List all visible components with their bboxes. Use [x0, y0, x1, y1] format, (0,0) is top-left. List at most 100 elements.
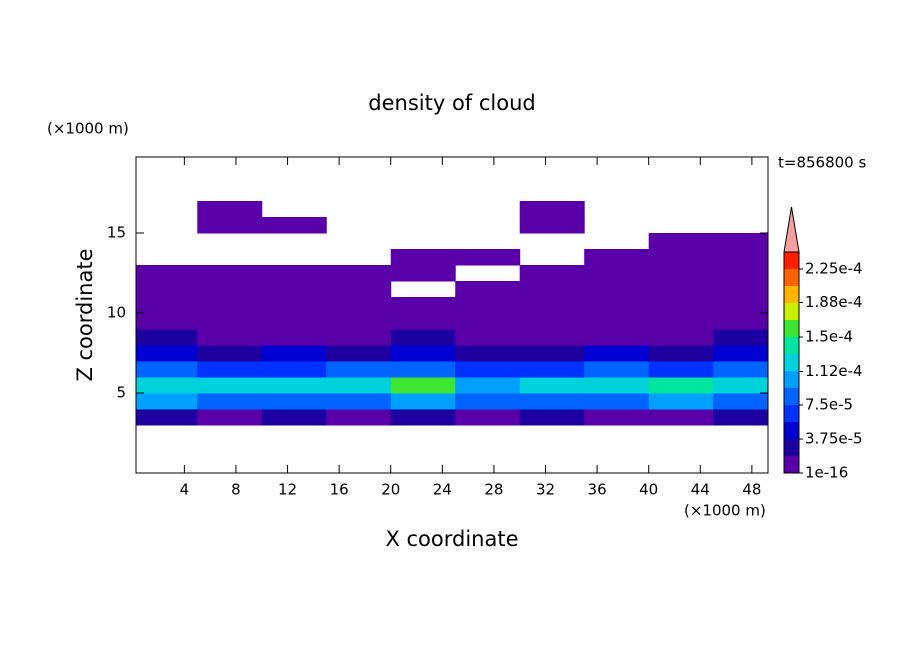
contour-cell — [713, 297, 768, 314]
contour-cell — [390, 249, 456, 266]
colorbar-tick-label: 7.5e-5 — [805, 396, 853, 414]
contour-cell — [390, 345, 456, 362]
contour-cell — [326, 281, 392, 298]
contour-cell — [584, 409, 650, 426]
contour-cell — [136, 345, 198, 362]
x-tick-label: 8 — [231, 481, 241, 499]
contour-cell — [584, 297, 650, 314]
contour-cell — [326, 409, 392, 426]
contour-cell — [648, 249, 714, 266]
contour-cell — [136, 393, 198, 410]
contour-cell — [519, 361, 585, 378]
contour-cell — [261, 377, 327, 394]
contour-cell — [197, 361, 263, 378]
contour-cell — [326, 265, 392, 282]
contour-cell — [713, 393, 768, 410]
x-tick-label: 36 — [588, 481, 607, 499]
contour-cell — [261, 265, 327, 282]
contour-cell — [326, 313, 392, 330]
contour-cell — [261, 313, 327, 330]
contour-cell — [584, 329, 650, 346]
contour-cell — [136, 265, 198, 282]
colorbar-band — [784, 371, 799, 388]
colorbar-band — [784, 388, 799, 405]
contour-cell — [197, 377, 263, 394]
x-tick-label: 12 — [278, 481, 297, 499]
contour-cell — [648, 265, 714, 282]
colorbar-frame — [783, 251, 800, 474]
contour-cell — [648, 345, 714, 362]
contour-cell — [261, 297, 327, 314]
contour-cell — [197, 297, 263, 314]
contour-cell — [390, 329, 456, 346]
contour-cell — [326, 345, 392, 362]
contour-cell — [713, 265, 768, 282]
contour-cell — [261, 393, 327, 410]
contour-cell — [519, 281, 585, 298]
contour-cell — [713, 233, 768, 250]
contour-cell — [584, 361, 650, 378]
colorbar-band — [784, 269, 799, 286]
contour-cell — [713, 313, 768, 330]
contour-cell — [136, 409, 198, 426]
contour-cell — [519, 329, 585, 346]
colorbar-band — [784, 456, 799, 473]
colorbar-extend — [783, 206, 800, 253]
contour-cell — [261, 217, 327, 234]
contour-cell — [261, 409, 327, 426]
contour-cell — [455, 393, 521, 410]
contour-cell — [326, 361, 392, 378]
contour-cell — [584, 265, 650, 282]
colorbar-tick-label: 1e-16 — [805, 464, 848, 482]
colorbar-tick-label: 3.75e-5 — [805, 430, 863, 448]
contour-cell — [197, 409, 263, 426]
contour-cell — [197, 313, 263, 330]
contour-cell — [326, 393, 392, 410]
contour-cell — [261, 345, 327, 362]
contour-cell — [455, 345, 521, 362]
contour-cell — [519, 409, 585, 426]
contour-cell — [519, 217, 585, 234]
contour-cell — [455, 329, 521, 346]
contour-cell — [261, 329, 327, 346]
contour-cell — [197, 281, 263, 298]
contour-cell — [261, 361, 327, 378]
contour-cell — [136, 313, 198, 330]
contour-cell — [136, 361, 198, 378]
contour-cell — [519, 313, 585, 330]
contour-cell — [455, 377, 521, 394]
contour-cell — [584, 377, 650, 394]
x-axis-label: X coordinate — [385, 527, 518, 551]
colorbar-band — [784, 320, 799, 337]
x-tick-label: 20 — [381, 481, 400, 499]
contour-cell — [326, 297, 392, 314]
colorbar-band — [784, 303, 799, 320]
contour-cell — [713, 361, 768, 378]
contour-cell — [197, 265, 263, 282]
contour-cell — [584, 281, 650, 298]
colorbar-band — [784, 422, 799, 439]
contour-cell — [455, 313, 521, 330]
contour-cell — [390, 377, 456, 394]
contour-cell — [390, 313, 456, 330]
x-tick-label: 28 — [484, 481, 503, 499]
contour-cell — [390, 297, 456, 314]
contour-cell — [648, 233, 714, 250]
contour-cell — [136, 297, 198, 314]
contour-cell — [136, 281, 198, 298]
colorbar-band — [784, 405, 799, 422]
contour-cell — [584, 393, 650, 410]
contour-cell — [713, 377, 768, 394]
contour-cell — [519, 377, 585, 394]
y-tick-label: 5 — [116, 384, 126, 402]
contour-cell — [261, 281, 327, 298]
x-tick-label: 48 — [742, 481, 761, 499]
contour-cell — [455, 361, 521, 378]
colorbar-band — [784, 252, 799, 269]
contour-cell — [390, 361, 456, 378]
x-tick-label: 44 — [691, 481, 710, 499]
contour-cell — [519, 345, 585, 362]
contour-cell — [197, 217, 263, 234]
contour-cell — [455, 249, 521, 266]
contour-cell — [519, 297, 585, 314]
